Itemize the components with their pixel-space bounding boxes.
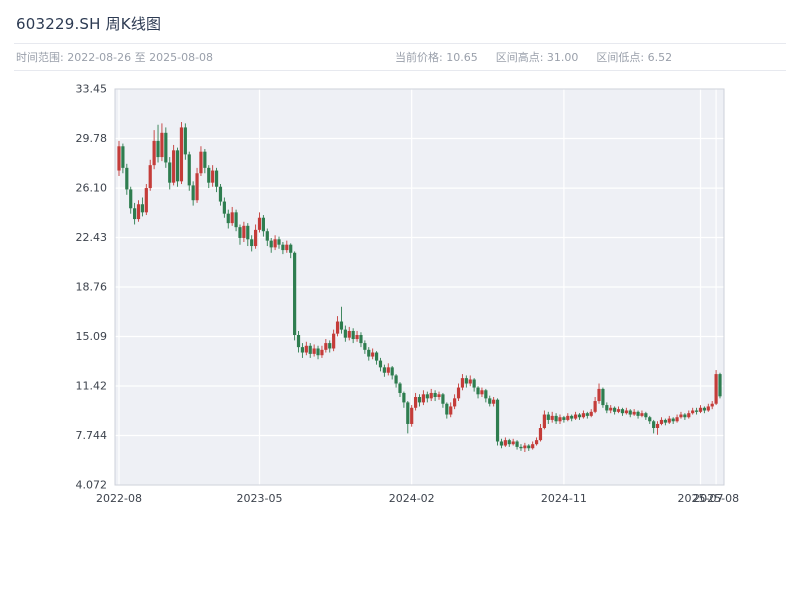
- divider-bottom: [14, 70, 786, 71]
- svg-text:2024-11: 2024-11: [541, 492, 587, 505]
- svg-text:2025-08: 2025-08: [693, 492, 739, 505]
- svg-text:2023-05: 2023-05: [237, 492, 283, 505]
- svg-text:2024-02: 2024-02: [389, 492, 435, 505]
- y-axis-labels: 33.45 29.78 26.10 22.43 18.76 15.09 11.42 7.744…: [76, 83, 108, 492]
- svg-text:15.09: 15.09: [76, 330, 108, 343]
- plot-border: [114, 88, 725, 486]
- svg-text:26.10: 26.10: [76, 182, 108, 195]
- divider-top: [14, 43, 786, 44]
- price-stats: 当前价格: 10.65 区间高点: 31.00 区间低点: 6.52: [395, 49, 672, 65]
- x-axis-labels: 2022-08 2023-05 2024-02 2024-11 2025-072025-…: [96, 492, 739, 505]
- kline-chart: 33.45 29.78 26.10 22.43 18.76 15.09 11.42 7.744…: [76, 83, 740, 506]
- candles-layer: [117, 122, 722, 452]
- info-bar: 时间范围: 2022-08-26 至 2025-08-08 当前价格: 10.6…: [0, 44, 800, 70]
- range-low-label: 区间低点: 6.52: [596, 51, 673, 64]
- svg-text:22.43: 22.43: [76, 231, 108, 244]
- current-price-label: 当前价格: 10.65: [395, 51, 478, 64]
- svg-text:18.76: 18.76: [76, 281, 108, 294]
- chart-area: 33.45 29.78 26.10 22.43 18.76 15.09 11.42 7.744…: [0, 73, 800, 537]
- svg-text:2022-08: 2022-08: [96, 492, 142, 505]
- svg-text:11.42: 11.42: [76, 380, 108, 393]
- svg-text:7.744: 7.744: [76, 429, 108, 442]
- svg-text:29.78: 29.78: [76, 132, 108, 145]
- time-range-label: 时间范围: 2022-08-26 至 2025-08-08: [16, 51, 214, 64]
- page-title: 603229.SH 周K线图: [16, 15, 162, 33]
- range-high-label: 区间高点: 31.00: [495, 51, 579, 64]
- svg-text:2025-07: 2025-07: [678, 492, 724, 505]
- svg-text:4.072: 4.072: [76, 479, 108, 492]
- svg-text:33.45: 33.45: [76, 83, 108, 96]
